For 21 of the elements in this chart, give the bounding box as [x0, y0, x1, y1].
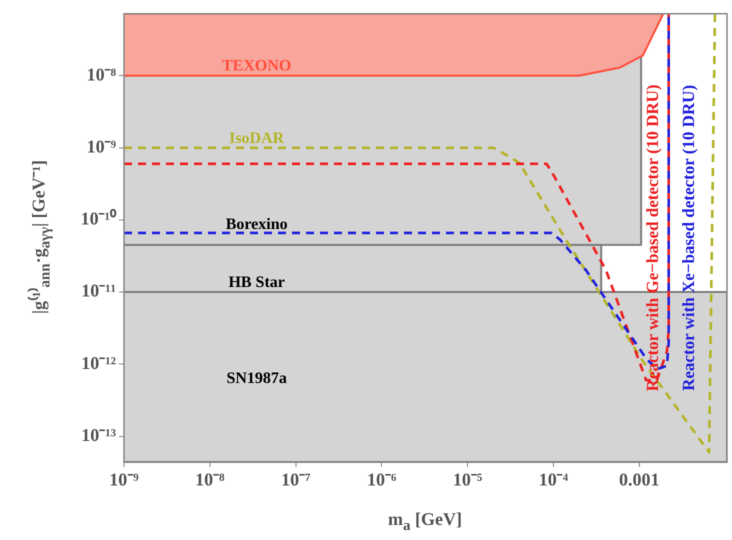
text: Reactor with Xe−based detector (10 DRU) — [679, 84, 698, 391]
x-tick-label: 10⁻⁹ — [109, 469, 140, 490]
y-tick-label: 10⁻¹² — [81, 352, 116, 373]
series-label: TEXONO — [222, 58, 292, 75]
x-tick-label: 10⁻⁸ — [195, 469, 226, 490]
y-tick-label: 10⁻¹¹ — [81, 280, 116, 301]
series-label: SN1987a — [226, 370, 287, 388]
text: Reactor with Ge−based detector (10 DRU) — [643, 84, 662, 392]
x-tick-label: 0.001 — [619, 469, 660, 490]
x-tick-label: 10⁻⁴ — [538, 469, 569, 490]
x-tick-label: 10⁻⁷ — [281, 469, 312, 490]
series-label: IsoDAR — [229, 130, 285, 147]
y-tick-label: 10⁻⁸ — [86, 64, 117, 84]
y-tick-label: 10⁻¹⁰ — [80, 208, 117, 229]
x-tick-label: 10⁻⁵ — [452, 469, 483, 490]
series-label: Borexino — [226, 216, 288, 233]
y-tick-label: 10⁻¹³ — [81, 424, 117, 445]
y-tick-label: 10⁻⁹ — [86, 136, 117, 156]
series-label: HB Star — [228, 274, 285, 292]
x-axis-title: m$_{a}$ [GeV] — [388, 509, 462, 535]
x-tick-label: 10⁻⁶ — [366, 469, 397, 490]
